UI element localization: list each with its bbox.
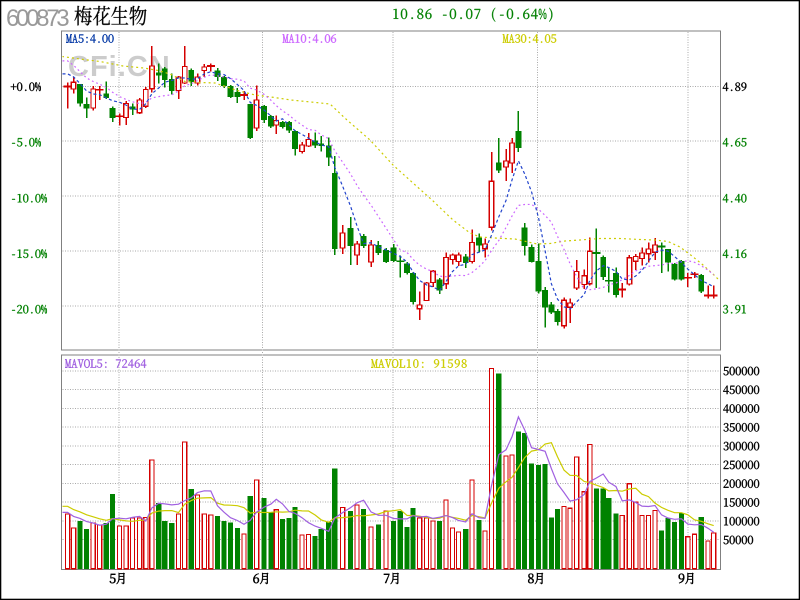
svg-text:600873: 600873 [6, 5, 69, 32]
